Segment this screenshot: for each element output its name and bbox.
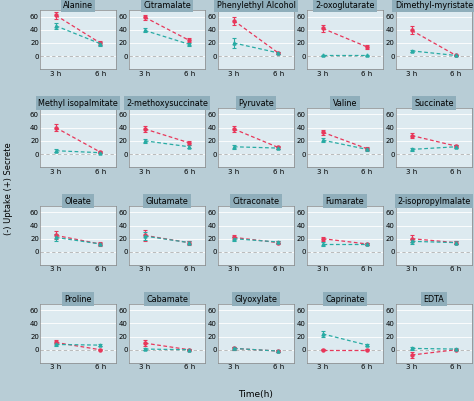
Title: Glyoxylate: Glyoxylate bbox=[235, 294, 277, 304]
Title: Citramalate: Citramalate bbox=[143, 1, 191, 10]
Title: Methyl isopalmitate: Methyl isopalmitate bbox=[38, 99, 118, 108]
Title: Phenylethyl Alcohol: Phenylethyl Alcohol bbox=[217, 1, 295, 10]
Title: EDTA: EDTA bbox=[424, 294, 444, 304]
Title: Alanine: Alanine bbox=[63, 1, 93, 10]
Title: Succinate: Succinate bbox=[414, 99, 454, 108]
Title: Fumarate: Fumarate bbox=[326, 196, 364, 206]
Title: Glutamate: Glutamate bbox=[146, 196, 188, 206]
Text: Time(h): Time(h) bbox=[238, 390, 273, 399]
Title: Proline: Proline bbox=[64, 294, 91, 304]
Title: Cabamate: Cabamate bbox=[146, 294, 188, 304]
Title: 2-isopropylmalate: 2-isopropylmalate bbox=[397, 196, 471, 206]
Title: Valine: Valine bbox=[333, 99, 357, 108]
Title: Pyruvate: Pyruvate bbox=[238, 99, 274, 108]
Title: Caprinate: Caprinate bbox=[325, 294, 365, 304]
Title: Citraconate: Citraconate bbox=[232, 196, 280, 206]
Title: 2-methoxysuccinate: 2-methoxysuccinate bbox=[126, 99, 208, 108]
Title: Oleate: Oleate bbox=[64, 196, 91, 206]
Text: (-) Uptake (+) Secrete: (-) Uptake (+) Secrete bbox=[4, 142, 13, 235]
Title: Dimethyl-myristate: Dimethyl-myristate bbox=[395, 1, 473, 10]
Title: 2-oxoglutarate: 2-oxoglutarate bbox=[315, 1, 374, 10]
